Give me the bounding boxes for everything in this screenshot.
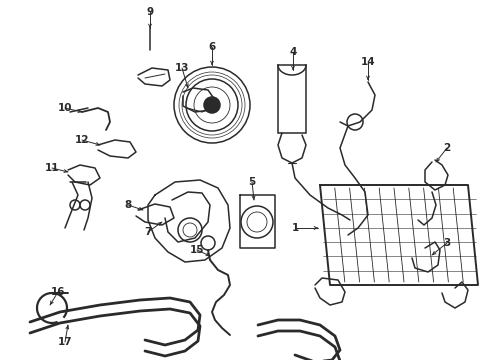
- Text: 8: 8: [124, 200, 132, 210]
- Circle shape: [204, 97, 220, 113]
- Text: 15: 15: [190, 245, 204, 255]
- Text: 5: 5: [248, 177, 256, 187]
- Text: 1: 1: [292, 223, 298, 233]
- Text: 3: 3: [443, 238, 451, 248]
- Text: 6: 6: [208, 42, 216, 52]
- Text: 9: 9: [147, 7, 153, 17]
- Text: 12: 12: [75, 135, 89, 145]
- Text: 16: 16: [51, 287, 65, 297]
- Text: 4: 4: [289, 47, 296, 57]
- Text: 11: 11: [45, 163, 59, 173]
- Text: 17: 17: [58, 337, 73, 347]
- Text: 13: 13: [175, 63, 189, 73]
- Text: 7: 7: [145, 227, 152, 237]
- Text: 2: 2: [443, 143, 451, 153]
- Text: 14: 14: [361, 57, 375, 67]
- Bar: [278, 65, 306, 133]
- Text: 10: 10: [58, 103, 72, 113]
